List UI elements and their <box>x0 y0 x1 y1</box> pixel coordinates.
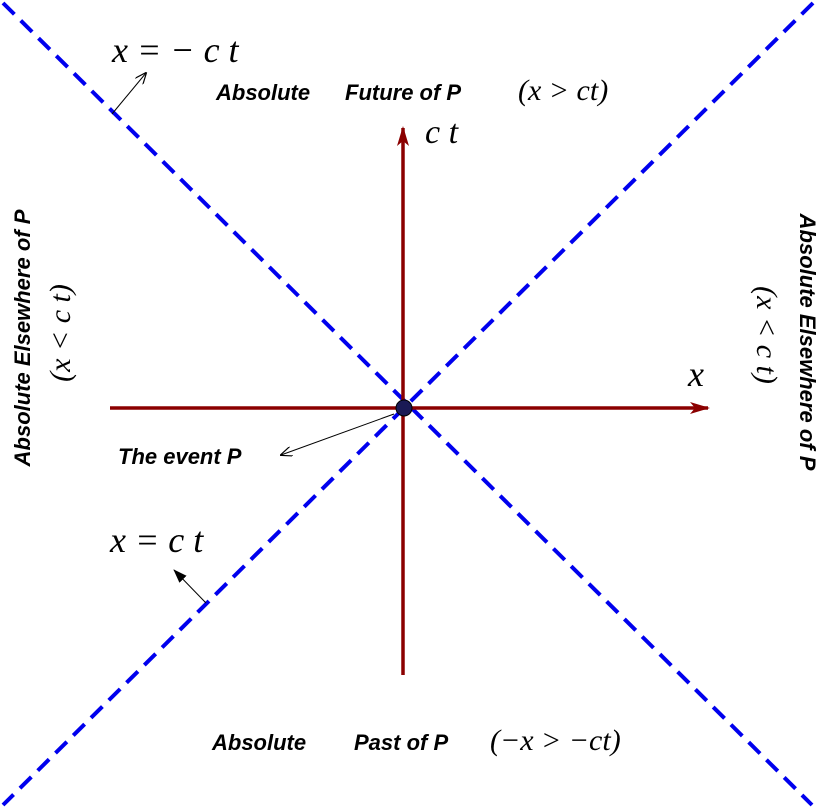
lower-line-equation: x = c t <box>109 520 204 560</box>
event-p-marker <box>395 399 413 417</box>
elsewhere-right-condition: (x < c t) <box>750 286 783 384</box>
event-p-label: The event P <box>118 444 242 469</box>
svg-text:(x < c t): (x < c t) <box>750 286 783 384</box>
x-axis-label: x <box>687 354 704 394</box>
ct-axis-label: c t <box>425 114 460 151</box>
svg-text:Absolute Elsewhere of P: Absolute Elsewhere of P <box>795 213 820 471</box>
upper-line-equation: x = − c t <box>111 30 240 70</box>
upper-line-pointer-arrow <box>111 73 146 115</box>
elsewhere-left-label: Absolute Elsewhere of P <box>10 209 35 467</box>
svg-text:Absolute Elsewhere of P: Absolute Elsewhere of P <box>10 209 35 467</box>
future-region-label: Absolute Future of P (x > ct) <box>215 74 608 107</box>
lower-line-pointer-arrow <box>173 569 207 604</box>
elsewhere-right-label: Absolute Elsewhere of P <box>795 213 820 471</box>
event-pointer-arrow <box>281 413 395 455</box>
past-region-label: Absolute Past of P (−x > −ct) <box>211 724 621 757</box>
elsewhere-left-condition: (x < c t) <box>44 284 77 382</box>
svg-text:(x < c t): (x < c t) <box>44 284 77 382</box>
